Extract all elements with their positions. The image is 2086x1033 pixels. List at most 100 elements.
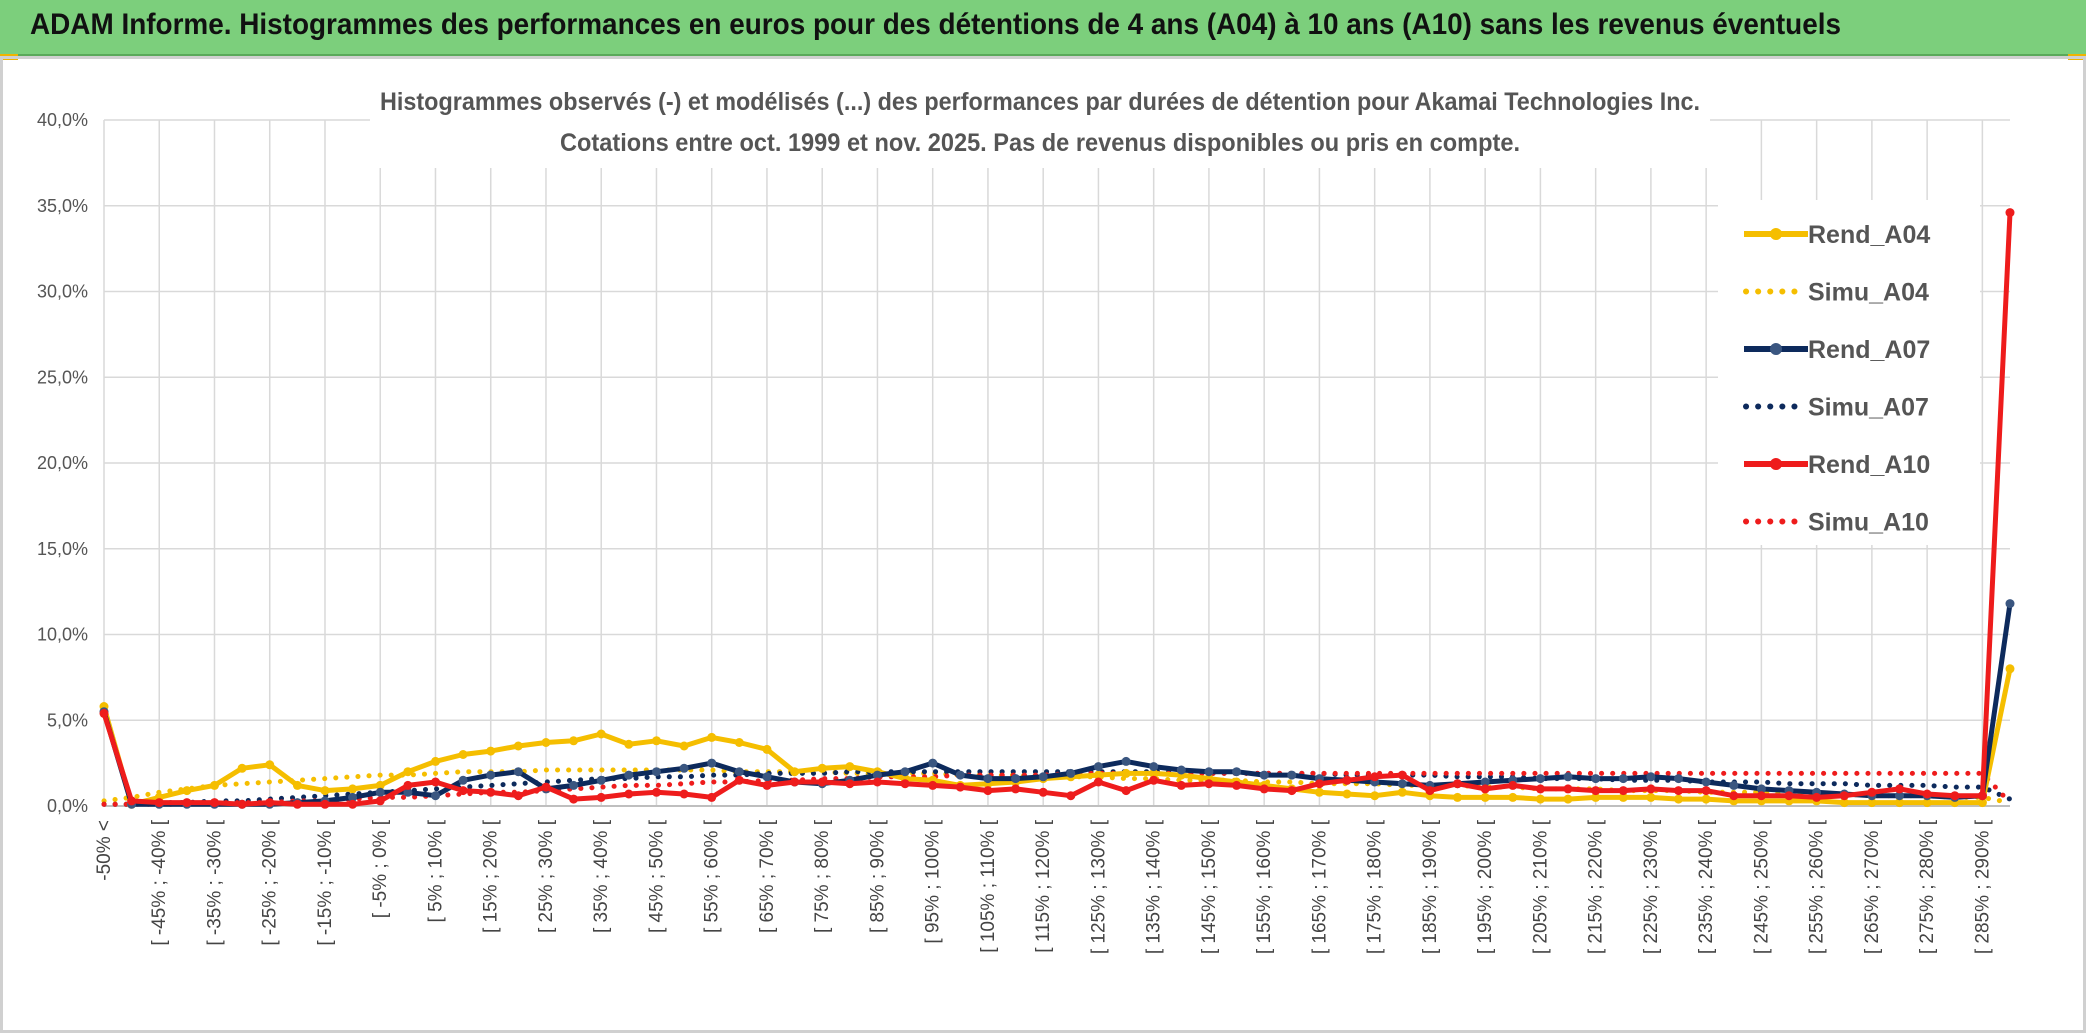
point-Rend_A10 [1259,784,1269,794]
x-tick: [ 225% ; 230% [ [1641,819,1662,954]
point-Rend_A10 [1563,784,1573,794]
point-Rend_A10 [403,780,413,790]
point-Rend_A10 [1701,786,1711,796]
point-Rend_A07 [1121,756,1131,766]
point-Rend_A04 [1453,792,1462,802]
header-banner: ADAM Informe. Histogrammes des performan… [0,0,2086,56]
point-Rend_A04 [569,736,579,746]
gridlines [103,119,2010,807]
point-Rend_A10 [1895,784,1904,794]
x-tick-label: [ 125% ; 130% [ [1088,819,1109,954]
point-Rend_A10 [1756,791,1766,801]
x-tick: [ 25% ; 30% [ [536,819,557,933]
point-Rend_A04 [1563,794,1573,804]
point-Rend_A10 [817,777,827,787]
point-Rend_A04 [1922,798,1932,808]
x-tick-label: [ 35% ; 40% [ [591,819,612,933]
point-Rend_A04 [486,746,496,756]
point-Rend_A10 [1784,791,1794,801]
x-tick: [ 55% ; 60% [ [702,819,723,933]
x-tick: [ 85% ; 90% [ [867,819,888,933]
x-tick-label: -50% < [94,820,115,881]
point-Rend_A04 [1895,798,1904,808]
point-Rend_A07 [872,770,882,780]
point-Rend_A07 [513,767,523,777]
point-Rend_A07 [1149,762,1159,772]
x-tick: [ -25% ; -20% [ [260,819,281,945]
point-Rend_A07 [1701,777,1711,787]
point-Rend_A04 [210,780,219,790]
point-Rend_A07 [1204,767,1214,777]
point-Rend_A10 [182,798,192,808]
x-tick: [ 265% ; 270% [ [1862,819,1883,954]
x-tick: [ 185% ; 190% [ [1420,819,1441,954]
x-tick: [ 75% ; 80% [ [812,819,833,933]
y-tick-label: 40,0% [37,110,88,130]
legend-item-Simu_A07: Simu_A07 [1743,394,1929,422]
report-title: ADAM Informe. Histogrammes des performan… [30,8,1842,41]
point-Rend_A10 [1535,784,1545,794]
point-Rend_A10 [210,798,219,808]
point-Rend_A10 [513,791,523,801]
x-tick: [ 135% ; 140% [ [1144,819,1165,954]
point-Rend_A04 [1480,792,1490,802]
x-tick: [ 255% ; 260% [ [1807,819,1828,954]
point-Rend_A10 [99,708,109,718]
point-Rend_A10 [1508,780,1518,790]
y-tick-label: 15,0% [37,539,88,559]
point-Rend_A07 [900,767,910,777]
legend-marker [1770,228,1782,240]
point-Rend_A10 [1646,784,1656,794]
chart-title: Histogrammes observés (-) et modélisés (… [380,88,1700,116]
point-Rend_A10 [1176,780,1186,790]
point-Rend_A04 [624,739,634,749]
point-Rend_A10 [154,798,164,808]
point-Rend_A10 [1453,779,1462,789]
x-tick: [ 285% ; 290% [ [1972,819,1993,954]
point-Rend_A04 [652,736,661,746]
point-Rend_A10 [790,777,800,787]
x-tick: [ 95% ; 100% [ [923,819,944,943]
point-Rend_A04 [320,786,330,796]
point-Rend_A07 [1397,779,1407,789]
point-Rend_A10 [1425,786,1435,796]
x-tick-label: [ 155% ; 160% [ [1254,819,1275,954]
x-tick-label: [ 275% ; 280% [ [1917,819,1938,954]
point-Rend_A07 [403,787,413,797]
point-Rend_A10 [1397,770,1407,780]
point-Rend_A10 [1977,791,1987,801]
point-Rend_A10 [1287,786,1297,796]
x-tick-label: [ 25% ; 30% [ [536,819,557,933]
point-Rend_A10 [1093,777,1103,787]
point-Rend_A04 [1977,798,1987,808]
x-tick-label: [ 145% ; 150% [ [1199,819,1220,954]
point-Rend_A07 [955,770,965,780]
point-Rend_A10 [872,777,882,787]
x-tick-label: [ 135% ; 140% [ [1144,819,1165,954]
point-Rend_A04 [1314,787,1324,797]
point-Rend_A07 [1563,772,1573,782]
point-Rend_A04 [762,744,772,754]
point-Rend_A10 [486,787,496,797]
x-tick: [ 65% ; 70% [ [757,819,778,933]
x-tick-label: [ 5% ; 10% [ [425,819,446,922]
point-Rend_A04 [348,784,358,794]
point-Rend_A10 [1480,784,1490,794]
x-tick: [ 235% ; 240% [ [1696,819,1717,954]
point-Rend_A10 [1038,787,1048,797]
x-tick-label: [ 185% ; 190% [ [1420,819,1441,954]
point-Rend_A10 [1232,780,1242,790]
y-tick-label: 5,0% [47,710,88,730]
point-Rend_A07 [1480,777,1490,787]
legend-label: Simu_A10 [1808,509,1929,537]
point-Rend_A04 [679,741,689,751]
point-Rend_A04 [1674,794,1683,804]
x-tick: [ 155% ; 160% [ [1254,819,1275,954]
point-Rend_A10 [1812,792,1822,802]
point-Rend_A04 [1370,791,1380,801]
point-Rend_A04 [790,767,800,777]
point-Rend_A10 [1729,791,1739,801]
point-Rend_A10 [1867,787,1877,797]
point-Rend_A07 [624,770,634,780]
point-Rend_A07 [1038,772,1048,782]
